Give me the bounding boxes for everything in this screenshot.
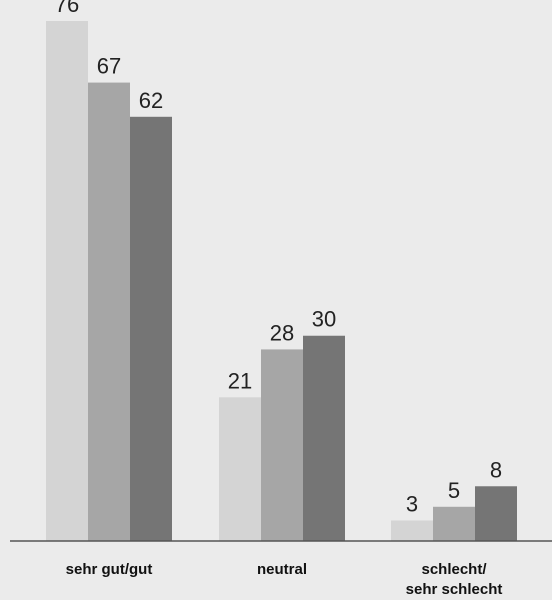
value-label-1-1: 76 xyxy=(55,0,79,17)
bar-3-3 xyxy=(475,486,517,541)
value-label-3-2: 5 xyxy=(448,478,460,503)
category-labels-layer: sehr gut/gut neutral schlecht/sehr schlech… xyxy=(66,561,503,598)
bars-layer xyxy=(46,21,517,541)
value-label-3-1: 3 xyxy=(406,491,418,516)
bar-2-2 xyxy=(261,349,303,541)
category-label-2: neutral xyxy=(257,561,307,578)
bar-2-3 xyxy=(303,335,345,541)
category-label-3-line-2: sehr schlecht xyxy=(406,581,503,598)
value-label-3-3: 8 xyxy=(490,457,502,482)
bar-3-2 xyxy=(433,506,475,541)
category-label-1: sehr gut/gut xyxy=(66,561,153,578)
value-label-1-2: 67 xyxy=(97,54,121,79)
value-labels-layer: 76 67 62 21 28 30 3 5 8 xyxy=(55,0,502,516)
category-label-3-line-1: schlecht/ xyxy=(421,561,487,578)
bar-1-2 xyxy=(88,82,130,541)
value-label-2-3: 30 xyxy=(312,307,336,332)
value-label-1-3: 62 xyxy=(139,88,163,113)
bar-2-1 xyxy=(219,397,261,541)
bar-1-3 xyxy=(130,116,172,541)
bar-3-1 xyxy=(391,520,433,541)
value-label-2-1: 21 xyxy=(228,368,252,393)
value-label-2-2: 28 xyxy=(270,320,294,345)
bar-1-1 xyxy=(46,21,88,541)
